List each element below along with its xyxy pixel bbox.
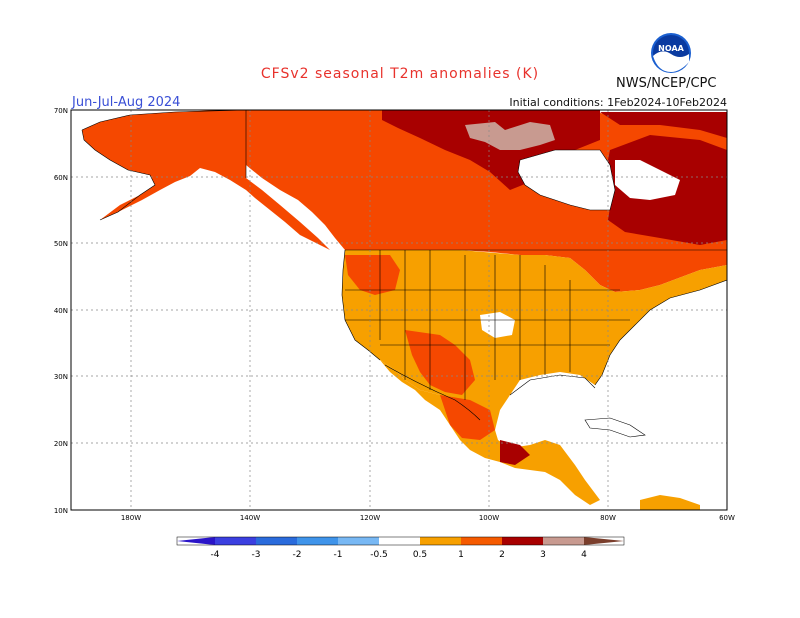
lon-label: 120W (360, 514, 380, 522)
legend-tick: -2 (293, 550, 302, 560)
initial-conditions-label: Initial conditions: 1Feb2024-10Feb2024 (509, 96, 727, 109)
arctic-max-region (465, 122, 555, 150)
legend-swatch (256, 537, 297, 545)
anomaly-field (82, 110, 727, 510)
cuba (584, 417, 646, 438)
legend-tick: -1 (334, 550, 343, 560)
gulf-of-mexico (502, 375, 595, 440)
map-frame (70, 109, 728, 511)
political-boundaries (81, 110, 727, 421)
southwest-hot-patch (405, 330, 475, 395)
map-title: CFSv2 seasonal T2m anomalies (K) (260, 66, 540, 82)
legend-swatch (338, 537, 379, 545)
grid-lines (71, 110, 727, 510)
legend-tick: -4 (211, 550, 220, 560)
legend-swatch (297, 537, 338, 545)
legend-swatch (461, 537, 502, 545)
yucatan-hot-patch (500, 440, 530, 465)
baffin-bay (615, 160, 680, 200)
logo-text: NOAA (658, 44, 684, 53)
baffin-warm-region (600, 112, 727, 138)
legend-swatch (502, 537, 543, 545)
noaa-logo-icon: NOAA (651, 33, 691, 73)
legend-swatch (379, 537, 420, 545)
lon-label: 60W (719, 514, 735, 522)
legend-tick: 2 (499, 550, 505, 560)
lat-label: 40N (54, 307, 68, 315)
hudson-bay (518, 150, 615, 210)
color-legend (176, 536, 625, 546)
lon-label: 180W (121, 514, 141, 522)
legend-swatch (420, 537, 461, 545)
legend-tick: 1 (458, 550, 464, 560)
lat-label: 50N (54, 240, 68, 248)
lat-label: 30N (54, 373, 68, 381)
legend-tick: 4 (581, 550, 587, 560)
lat-label: 10N (54, 507, 68, 515)
mexico-hot-patch (440, 395, 495, 440)
longitude-axis-labels: 180W 140W 120W 100W 80W 60W (121, 514, 735, 522)
latitude-axis-labels: 70N 60N 50N 40N 30N 20N 10N (54, 107, 68, 515)
northwest-hot-patch (345, 255, 400, 295)
alaska-region (82, 110, 330, 250)
legend-tick: 0.5 (413, 550, 427, 560)
lat-label: 20N (54, 440, 68, 448)
lat-label: 70N (54, 107, 68, 115)
lon-label: 140W (240, 514, 260, 522)
agency-label: NWS/NCEP/CPC (616, 76, 717, 91)
lon-label: 80W (600, 514, 616, 522)
legend-arrow-high (584, 537, 624, 545)
legend-tick-labels: -4 -3 -2 -1 -0.5 0.5 1 2 3 4 (211, 550, 588, 560)
canada-region (246, 110, 727, 292)
legend-tick: 3 (540, 550, 546, 560)
south-america-region (640, 495, 700, 510)
legend-swatch (215, 537, 256, 545)
legend-tick: -0.5 (370, 550, 388, 560)
legend-tick: -3 (252, 550, 261, 560)
lon-label: 100W (479, 514, 499, 522)
legend-swatch (543, 537, 584, 545)
season-label: Jun-Jul-Aug 2024 (72, 95, 181, 110)
legend-arrow-low (177, 537, 215, 545)
lat-label: 60N (54, 174, 68, 182)
